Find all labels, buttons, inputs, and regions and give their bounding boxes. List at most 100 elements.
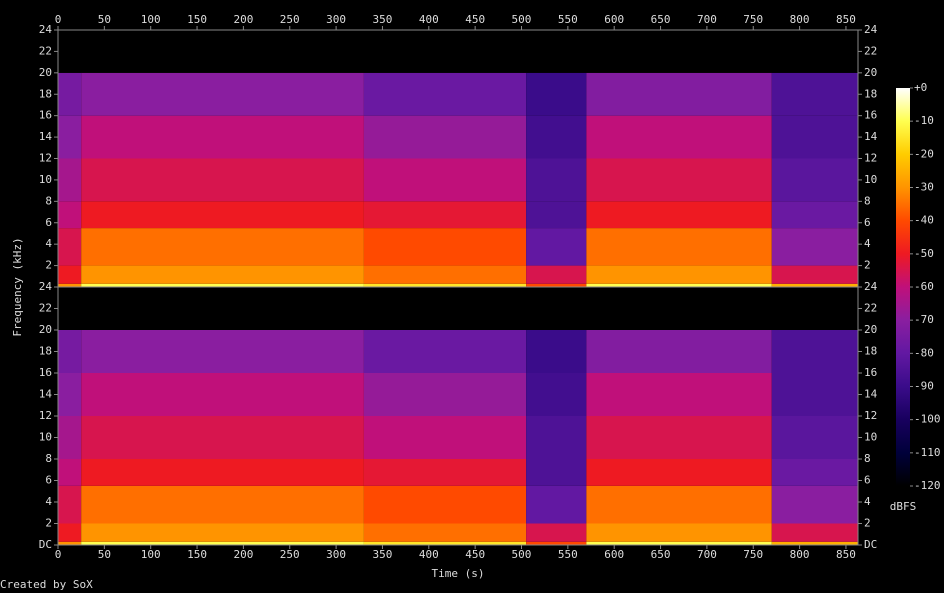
heatmap-cell	[81, 541, 364, 545]
x-tick-label: 800	[790, 548, 810, 561]
heatmap-cell	[771, 416, 858, 459]
x-tick-label: 50	[98, 548, 111, 561]
colorbar-label: dBFS	[890, 500, 917, 513]
y-tick-label: 12	[39, 152, 52, 165]
y-tick-label: 24	[39, 280, 53, 293]
colorbar-tick-label: -60	[914, 280, 934, 293]
y-tick-label: 10	[864, 173, 877, 186]
y-tick-label: 6	[45, 474, 52, 487]
x-tick-label: 600	[604, 548, 624, 561]
heatmap-cell	[58, 228, 82, 266]
y-tick-label: 4	[864, 495, 871, 508]
heatmap-cell	[526, 158, 587, 202]
y-tick-label: DC	[39, 538, 52, 551]
heatmap-cell	[586, 228, 772, 266]
colorbar-tick-label: -100	[914, 413, 941, 426]
heatmap-cell	[526, 523, 587, 542]
heatmap-cell	[81, 287, 364, 330]
x-tick-label: 300	[326, 13, 346, 26]
heatmap-cell	[81, 330, 364, 373]
heatmap-cell	[526, 373, 587, 416]
heatmap-cell	[81, 228, 364, 266]
heatmap-cell	[363, 228, 527, 266]
y-tick-label: 22	[864, 44, 877, 57]
x-tick-label: 150	[187, 13, 207, 26]
x-axis-label: Time (s)	[432, 567, 485, 580]
y-tick-label: 6	[864, 474, 871, 487]
heatmap-cell	[586, 459, 772, 486]
y-tick-label: 2	[45, 259, 52, 272]
heatmap-cell	[81, 485, 364, 524]
heatmap-cell	[586, 523, 772, 542]
heatmap-cell	[526, 330, 587, 373]
heatmap-cell	[586, 72, 772, 116]
heatmap-cell	[526, 201, 587, 229]
heatmap-cell	[526, 228, 587, 266]
colorbar-tick-label: -70	[914, 313, 934, 326]
heatmap-cell	[771, 158, 858, 202]
heatmap-cell	[586, 265, 772, 284]
y-tick-label: 8	[45, 452, 52, 465]
heatmap-cell	[526, 283, 587, 287]
heatmap-cell	[586, 287, 772, 330]
x-tick-label: 350	[373, 548, 393, 561]
y-tick-label: 12	[864, 409, 877, 422]
heatmap-cell	[363, 459, 527, 486]
heatmap-cell	[771, 283, 858, 287]
x-tick-label: 750	[743, 548, 763, 561]
y-tick-label: 4	[864, 237, 871, 250]
heatmap-cell	[363, 416, 527, 459]
heatmap-cell	[586, 330, 772, 373]
heatmap-cell	[58, 201, 82, 229]
heatmap-cell	[81, 72, 364, 116]
heatmap-cell	[526, 459, 587, 486]
footer: Created by SoX	[0, 578, 93, 591]
heatmap-cell	[526, 72, 587, 116]
y-tick-label: 2	[864, 259, 871, 272]
x-tick-label: 100	[141, 13, 161, 26]
x-tick-label: 550	[558, 13, 578, 26]
colorbar-tick-label: +0	[914, 81, 927, 94]
y-tick-label: 16	[864, 109, 877, 122]
heatmap-cell	[771, 287, 858, 330]
heatmap-cell	[526, 541, 587, 545]
x-tick-label: 200	[233, 13, 253, 26]
x-tick-label: 750	[743, 13, 763, 26]
y-tick-label: 22	[864, 302, 877, 315]
colorbar-tick-label: -20	[914, 147, 934, 160]
y-tick-label: 14	[39, 388, 53, 401]
y-tick-label: 12	[39, 409, 52, 422]
y-tick-label: 6	[864, 216, 871, 229]
heatmap-cell	[58, 158, 82, 202]
heatmap-cell	[771, 330, 858, 373]
heatmap-cell	[526, 115, 587, 159]
y-tick-label: 24	[864, 23, 878, 36]
y-axis-label: Frequency (kHz)	[11, 237, 24, 336]
heatmap-cell	[363, 158, 527, 202]
heatmap-cell	[586, 373, 772, 416]
heatmap-cell	[771, 72, 858, 116]
y-tick-label: 24	[864, 280, 878, 293]
heatmap-cell	[363, 523, 527, 542]
colorbar-tick-label: -50	[914, 247, 934, 260]
heatmap-cell	[771, 485, 858, 524]
y-tick-label: 14	[864, 388, 878, 401]
heatmap-cell	[81, 30, 364, 73]
heatmap-cell	[586, 283, 772, 287]
y-tick-label: 20	[39, 323, 52, 336]
heatmap-cell	[771, 115, 858, 159]
heatmap-cell	[58, 523, 82, 542]
x-tick-label: 600	[604, 13, 624, 26]
heatmap-cell	[81, 523, 364, 542]
heatmap-cell	[363, 541, 527, 545]
heatmap-cell	[526, 30, 587, 73]
y-tick-label: 10	[39, 431, 52, 444]
heatmap-cell	[363, 283, 527, 287]
x-tick-label: 550	[558, 548, 578, 561]
heatmap-cell	[526, 485, 587, 524]
y-tick-label: 8	[864, 194, 871, 207]
x-tick-label: 50	[98, 13, 111, 26]
colorbar	[896, 88, 910, 486]
x-tick-label: 250	[280, 13, 300, 26]
x-tick-label: 0	[55, 548, 62, 561]
